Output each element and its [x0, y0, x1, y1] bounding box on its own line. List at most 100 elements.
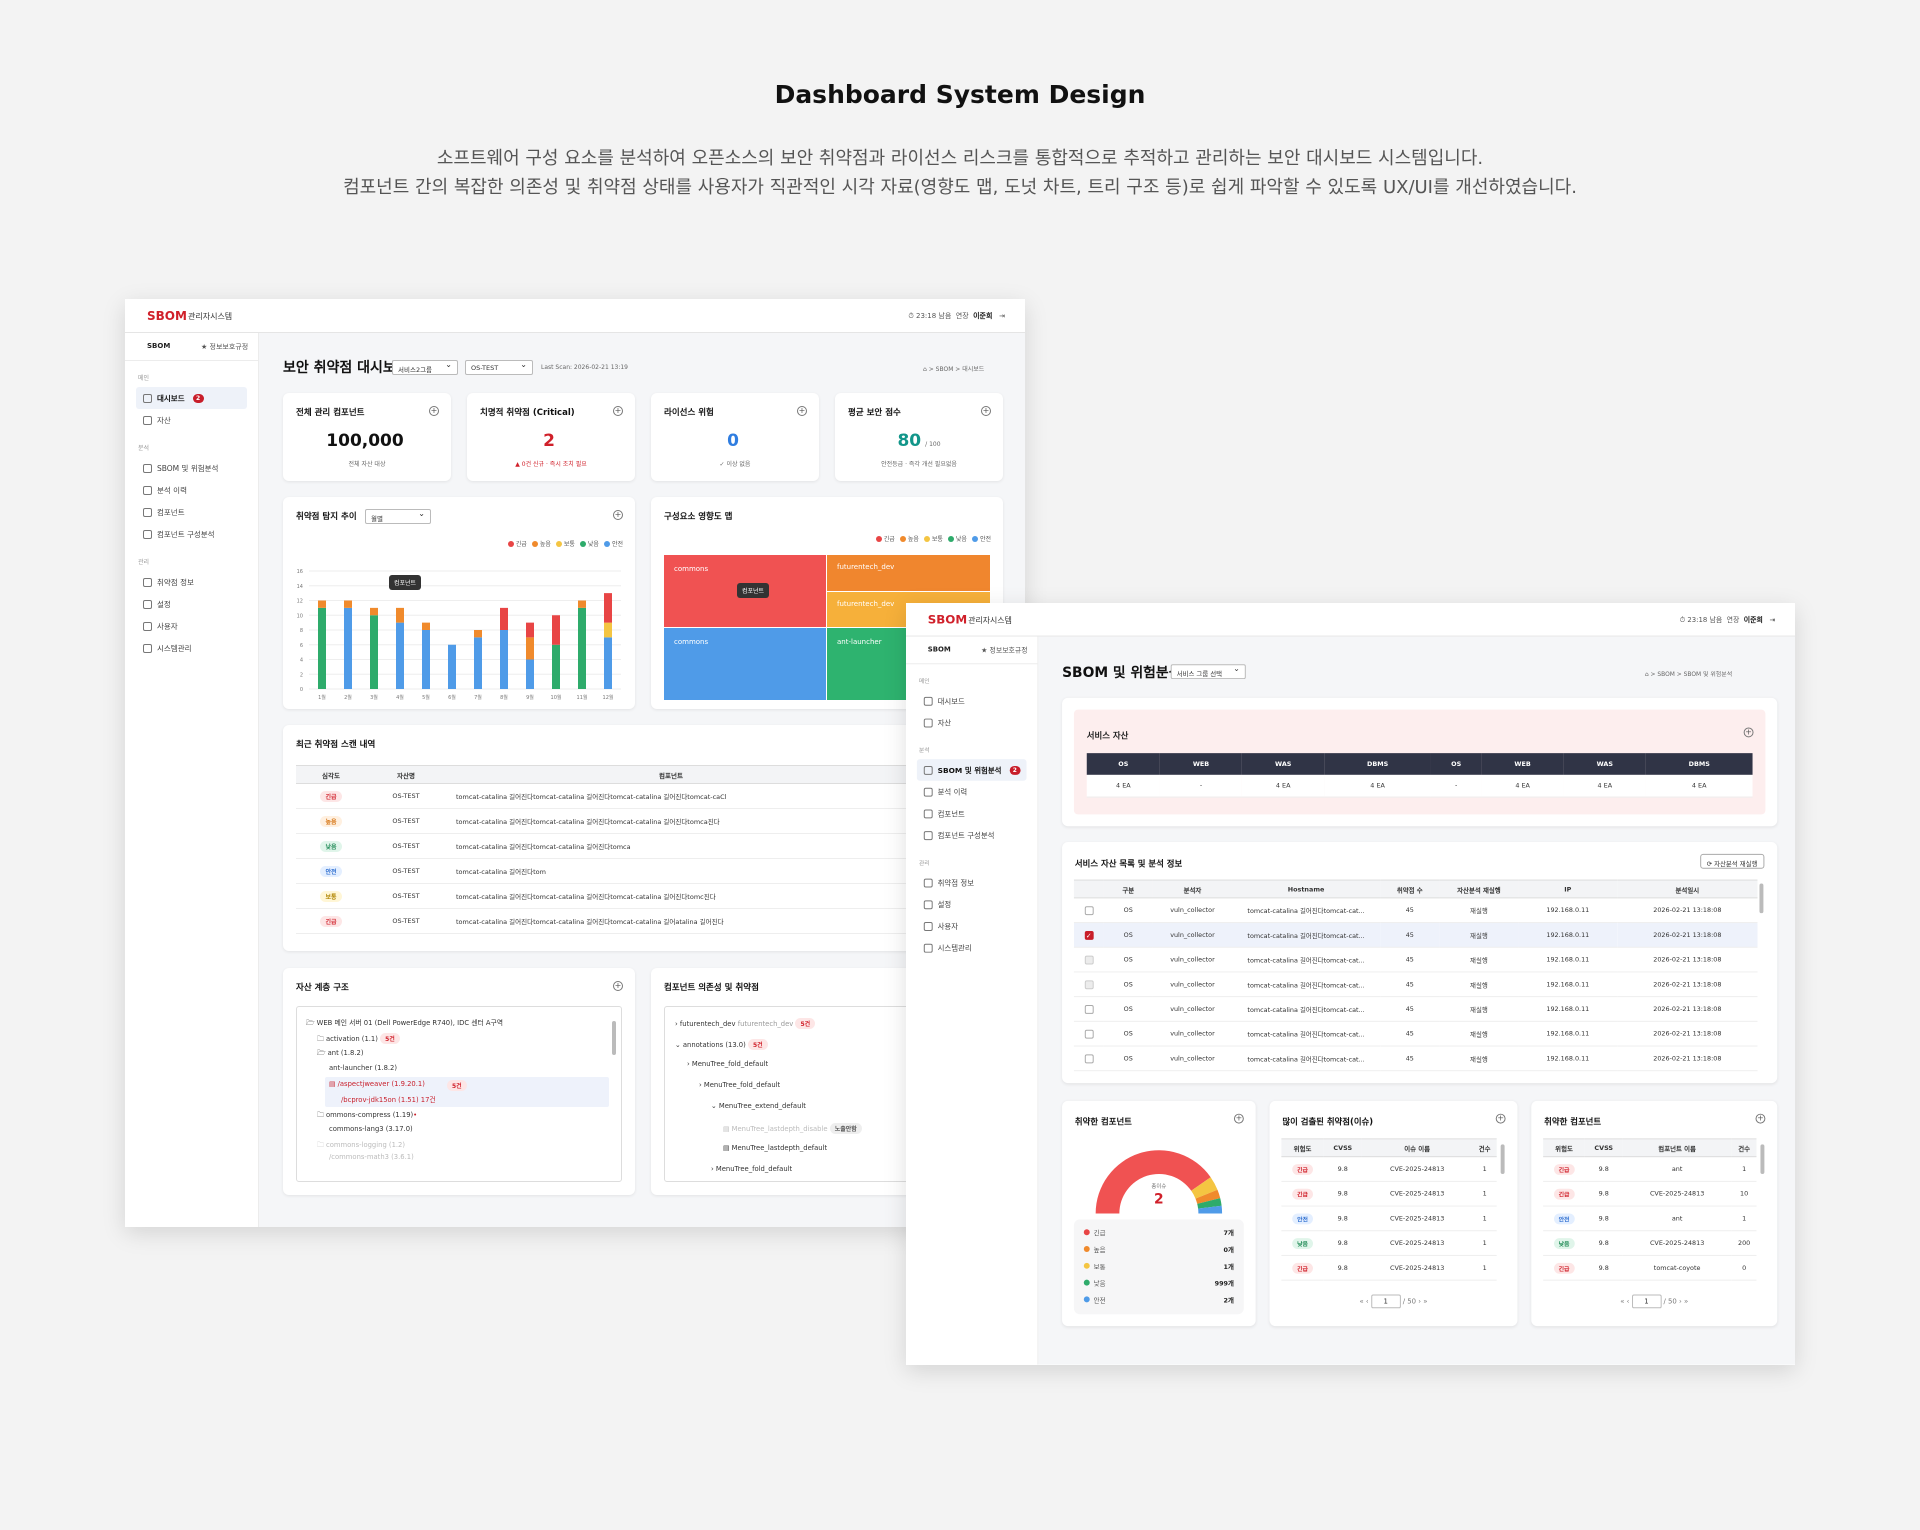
- tree-node[interactable]: ▤ MenuTree_lastdepth_disable 노출안함: [723, 1123, 862, 1134]
- expand-icon[interactable]: +: [429, 406, 439, 416]
- service-group-select[interactable]: 서비스 그룹 선택: [1170, 664, 1246, 680]
- bar-segment[interactable]: [344, 600, 352, 608]
- bar-segment[interactable]: [318, 600, 326, 608]
- first-page-icon[interactable]: «: [1620, 1297, 1625, 1306]
- logo[interactable]: SBOM: [147, 309, 187, 323]
- tree-node[interactable]: › MenuTree_fold_default: [711, 1165, 793, 1173]
- expand-icon[interactable]: +: [613, 510, 623, 520]
- donut-segment[interactable]: [1197, 1198, 1222, 1209]
- bar-segment[interactable]: [578, 607, 586, 689]
- expand-icon[interactable]: +: [613, 406, 623, 416]
- bar-segment[interactable]: [474, 637, 482, 689]
- bar-segment[interactable]: [370, 607, 378, 616]
- scrollbar[interactable]: [1500, 1144, 1505, 1174]
- sidebar-item[interactable]: 자산: [917, 712, 1027, 734]
- prev-page-icon[interactable]: ‹: [1626, 1297, 1630, 1306]
- first-page-icon[interactable]: «: [1359, 1297, 1364, 1306]
- tree-node[interactable]: 🗀 ommons-compress (1.19)•: [317, 1111, 418, 1119]
- sidebar-item[interactable]: 컴포넌트 구성분석: [917, 824, 1027, 846]
- sidebar-item[interactable]: 컴포넌트: [917, 803, 1027, 825]
- row-checkbox[interactable]: [1084, 1053, 1094, 1063]
- table-row[interactable]: 낮음 9.8 CVE-2025-24813 1: [1281, 1230, 1497, 1256]
- next-page-icon[interactable]: ›: [1679, 1297, 1682, 1306]
- expand-icon[interactable]: +: [1495, 1113, 1506, 1124]
- donut-segment[interactable]: [1198, 1205, 1223, 1214]
- scrollbar[interactable]: [1759, 883, 1764, 914]
- os-select[interactable]: OS-TEST: [465, 360, 533, 375]
- table-row[interactable]: OS vuln_collector tomcat-catalina 길어진다tomc…: [1073, 897, 1758, 924]
- impact-tile[interactable]: commons: [664, 628, 826, 700]
- bar-segment[interactable]: [370, 615, 378, 689]
- sidebar-item[interactable]: SBOM 및 위험분석 2: [916, 759, 1027, 781]
- table-row[interactable]: OS vuln_collector tomcat-catalina 길어진다tomc…: [1073, 971, 1758, 998]
- tab-sbom[interactable]: SBOM: [147, 342, 171, 350]
- tab-sbom[interactable]: SBOM: [927, 645, 951, 654]
- tree-node[interactable]: commons-lang3 (3.17.0): [329, 1125, 413, 1133]
- expand-icon[interactable]: +: [981, 406, 991, 416]
- bar-segment[interactable]: [474, 630, 482, 638]
- table-row[interactable]: 높음 OS-TEST tomcat-catalina 길어진다tomcat-cata…: [296, 808, 990, 834]
- sidebar-item[interactable]: 설정: [917, 893, 1027, 915]
- tree-node[interactable]: 🗁 ant (1.8.2): [317, 1049, 364, 1057]
- sidebar-item[interactable]: 시스템관리: [917, 937, 1027, 959]
- reanalyze-button[interactable]: ⟳ 자산분석 재실행: [1699, 853, 1765, 869]
- expand-icon[interactable]: +: [797, 406, 807, 416]
- bar-segment[interactable]: [422, 630, 430, 689]
- table-row[interactable]: 긴급 9.8 CVE-2025-24813 1: [1281, 1255, 1497, 1281]
- bar-segment[interactable]: [396, 622, 404, 689]
- table-row[interactable]: 긴급 9.8 CVE-2025-24813 1: [1281, 1156, 1497, 1182]
- sidebar-item[interactable]: 분석 이력: [917, 781, 1027, 803]
- expand-icon[interactable]: +: [1743, 727, 1754, 738]
- sidebar-item[interactable]: 대시보드 2: [136, 387, 247, 409]
- table-row[interactable]: 안전 9.8 ant 1: [1543, 1206, 1757, 1232]
- next-page-icon[interactable]: ›: [1418, 1297, 1422, 1306]
- table-row[interactable]: 긴급 OS-TEST tomcat-catalina 길어진다tomcat-cata…: [296, 908, 990, 934]
- sidebar-item[interactable]: 분석 이력: [136, 479, 247, 501]
- bar-segment[interactable]: [604, 637, 612, 689]
- expand-icon[interactable]: +: [613, 981, 623, 991]
- tree-node[interactable]: 🗀 commons-logging (1.2): [317, 1141, 406, 1149]
- tree-node[interactable]: 🗁 WEB 메인 서버 01 (Dell PowerEdge R740), ID…: [306, 1019, 504, 1027]
- sidebar-item[interactable]: 사용자: [136, 615, 247, 637]
- table-row[interactable]: 긴급 9.8 ant 1: [1543, 1156, 1757, 1182]
- bar-segment[interactable]: [318, 607, 326, 689]
- bar-segment[interactable]: [526, 637, 534, 660]
- row-checkbox[interactable]: [1084, 905, 1094, 915]
- page-input[interactable]: 1: [1370, 1294, 1401, 1309]
- expand-icon[interactable]: +: [1233, 1113, 1244, 1124]
- tree-node[interactable]: /bcprov-jdk15on (1.51) 17건: [341, 1096, 436, 1104]
- bar-segment[interactable]: [526, 622, 534, 638]
- expand-icon[interactable]: +: [1755, 1113, 1766, 1124]
- sidebar-item[interactable]: 시스템관리: [136, 637, 247, 659]
- tree-node[interactable]: ⌄ annotations (13.0) 5건: [675, 1039, 768, 1050]
- tab-security-policy[interactable]: ★ 정보보호규정: [981, 646, 1028, 655]
- donut-segment[interactable]: [1195, 1189, 1221, 1204]
- table-row[interactable]: OS vuln_collector tomcat-catalina 길어진다tomc…: [1073, 1046, 1758, 1072]
- table-row[interactable]: ✓ OS vuln_collector tomcat-catalina 길어진다tom…: [1073, 922, 1758, 948]
- table-row[interactable]: 낮음 OS-TEST tomcat-catalina 길어진다tomcat-cata…: [296, 833, 990, 859]
- sidebar-item[interactable]: 자산: [136, 409, 247, 431]
- table-row[interactable]: 낮음 9.8 CVE-2025-24813 200: [1543, 1230, 1757, 1256]
- bar-segment[interactable]: [604, 622, 612, 638]
- tree-node[interactable]: 🗀 activation (1.1) 5건: [317, 1033, 400, 1046]
- row-checkbox[interactable]: [1084, 979, 1094, 989]
- tree-node[interactable]: /commons-math3 (3.6.1): [329, 1153, 414, 1161]
- bar-segment[interactable]: [344, 607, 352, 689]
- tree-node[interactable]: › MenuTree_fold_default: [687, 1060, 769, 1068]
- tree-node[interactable]: ant-launcher (1.8.2): [329, 1064, 398, 1072]
- table-row[interactable]: OS vuln_collector tomcat-catalina 길어진다tomc…: [1073, 1021, 1758, 1047]
- table-row[interactable]: 긴급 9.8 CVE-2025-24813 1: [1281, 1181, 1497, 1207]
- table-row[interactable]: 긴급 9.8 tomcat-coyote 0: [1543, 1255, 1757, 1281]
- tree-node[interactable]: ▤ /aspectjweaver (1.9.20.1): [329, 1080, 425, 1088]
- logout-icon[interactable]: ⇥: [1769, 615, 1776, 624]
- table-row[interactable]: OS vuln_collector tomcat-catalina 길어진다tomc…: [1073, 947, 1758, 973]
- table-row[interactable]: 긴급 OS-TEST tomcat-catalina 길어진다tomcat-cata…: [296, 783, 990, 809]
- bar-segment[interactable]: [526, 659, 534, 690]
- page-input[interactable]: 1: [1631, 1294, 1662, 1309]
- donut-segment[interactable]: [1095, 1150, 1211, 1214]
- tree-node[interactable]: ⌄ MenuTree_extend_default: [711, 1102, 806, 1110]
- donut-segment[interactable]: [1191, 1177, 1218, 1199]
- bar-segment[interactable]: [604, 593, 612, 623]
- sidebar-item[interactable]: 대시보드: [917, 690, 1027, 712]
- tab-security-policy[interactable]: ★ 정보보호규정: [201, 343, 249, 351]
